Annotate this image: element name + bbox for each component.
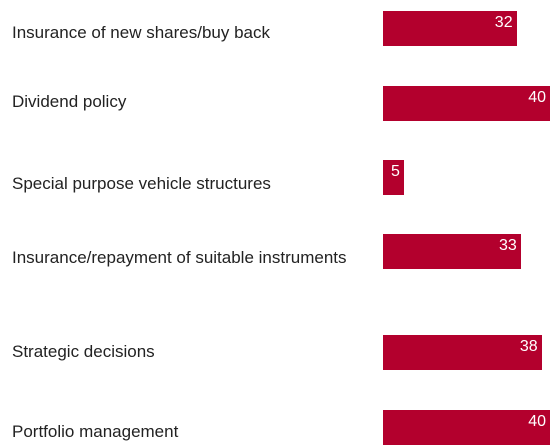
value-label: 33 xyxy=(498,237,517,254)
category-label: Strategic decisions xyxy=(12,342,155,361)
bar xyxy=(383,86,550,121)
value-label: 40 xyxy=(528,89,546,106)
value-label: 5 xyxy=(390,163,400,180)
category-label: Insurance of new shares/buy back xyxy=(12,23,270,42)
bar xyxy=(383,11,517,46)
category-label: Portfolio management xyxy=(12,422,179,441)
category-label: Dividend policy xyxy=(12,92,127,111)
category-label: Special purpose vehicle structures xyxy=(12,174,271,193)
value-label: 40 xyxy=(528,413,546,430)
bar xyxy=(383,160,404,195)
category-label: Insurance/repayment of suitable instrume… xyxy=(12,248,347,267)
bar xyxy=(383,410,550,445)
bar xyxy=(383,335,542,370)
bar xyxy=(383,234,521,269)
value-label: 32 xyxy=(494,14,513,31)
value-label: 38 xyxy=(519,338,538,355)
